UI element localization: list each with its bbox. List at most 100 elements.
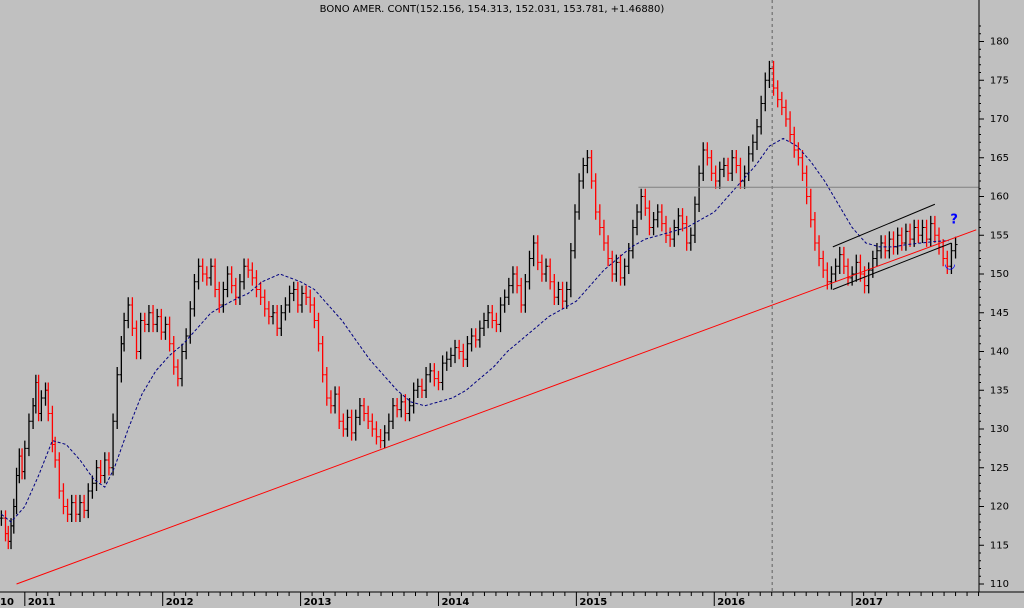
- price-bar: [684, 215, 689, 251]
- y-tick-label: 110: [990, 579, 1009, 590]
- price-bar: [759, 95, 764, 135]
- price-bar: [453, 339, 458, 364]
- price-bar: [399, 394, 404, 418]
- price-bar: [242, 258, 247, 290]
- price-bar: [130, 297, 135, 336]
- price-bar: [651, 212, 656, 236]
- price-bar: [167, 316, 172, 352]
- price-bar: [924, 219, 929, 247]
- price-bar: [887, 231, 892, 259]
- price-bar: [432, 363, 437, 387]
- price-bar: [672, 219, 677, 247]
- price-bar: [428, 363, 433, 383]
- price-bar: [486, 305, 491, 329]
- price-bar: [688, 227, 693, 251]
- price-bar: [115, 367, 120, 429]
- y-tick-label: 165: [990, 153, 1009, 164]
- price-bar: [577, 173, 582, 220]
- price-bar: [250, 262, 255, 286]
- chart-title: BONO AMER. CONT(152.156, 154.313, 152.03…: [320, 4, 665, 15]
- plot-area: ?◡: [0, 0, 979, 592]
- price-bar: [473, 328, 478, 348]
- y-tick-label: 180: [990, 37, 1009, 48]
- price-bar: [266, 301, 271, 325]
- price-bar: [523, 274, 528, 313]
- price-bar: [779, 91, 784, 116]
- price-bar: [659, 204, 664, 232]
- price-bar: [258, 281, 263, 305]
- price-bar: [788, 111, 793, 143]
- price-bar: [146, 305, 151, 333]
- price-bar: [767, 60, 772, 88]
- price-bar: [639, 188, 644, 220]
- price-bar: [200, 258, 205, 282]
- price-bar: [494, 312, 499, 333]
- x-tick-label: 2017: [855, 597, 883, 608]
- y-tick-label: 140: [990, 347, 1009, 358]
- price-bar: [643, 188, 648, 216]
- price-bar: [899, 227, 904, 251]
- price-bar: [175, 359, 180, 387]
- price-bar: [866, 262, 871, 294]
- price-bar: [378, 429, 383, 449]
- trendline-line: [16, 229, 977, 585]
- price-bar: [697, 165, 702, 212]
- x-tick-label: 2016: [717, 597, 745, 608]
- price-bar: [775, 80, 780, 108]
- price-bar: [299, 285, 304, 313]
- price-bar: [568, 243, 573, 298]
- price-bar: [510, 266, 515, 294]
- x-tick-label: 2014: [441, 597, 469, 608]
- price-bar: [581, 157, 586, 189]
- price-bar: [419, 378, 424, 398]
- price-bar: [701, 142, 706, 181]
- price-bar: [411, 382, 416, 414]
- price-bar: [65, 498, 70, 522]
- price-bar: [213, 258, 218, 298]
- price-bar: [283, 297, 288, 321]
- price-bar: [556, 281, 561, 305]
- price-bar: [0, 510, 4, 526]
- y-tick-label: 150: [990, 269, 1009, 280]
- price-bar: [593, 173, 598, 220]
- price-bar: [755, 119, 760, 150]
- price-bar: [833, 258, 838, 282]
- y-tick-label: 125: [990, 463, 1009, 474]
- price-bar: [800, 150, 805, 181]
- y-tick-label: 130: [990, 424, 1009, 435]
- price-bar: [345, 409, 350, 437]
- price-bar: [333, 386, 338, 414]
- price-bar: [90, 475, 95, 499]
- x-tick-label: 2013: [304, 597, 332, 608]
- price-bar: [726, 157, 731, 181]
- price-bar: [312, 297, 317, 329]
- price-bar: [448, 347, 453, 367]
- price-bar: [69, 494, 74, 522]
- price-bar: [531, 235, 536, 267]
- price-bar: [291, 281, 296, 302]
- price-bar: [82, 494, 87, 519]
- y-tick-label: 170: [990, 114, 1009, 125]
- price-bar: [461, 343, 466, 367]
- price-bar: [151, 305, 156, 333]
- y-tick-label: 135: [990, 385, 1009, 396]
- price-bar: [585, 150, 590, 174]
- annotation-mark: ?: [950, 213, 958, 228]
- price-bar: [86, 483, 91, 519]
- price-bar: [386, 413, 391, 441]
- price-bar: [597, 204, 602, 236]
- price-bar: [572, 204, 577, 259]
- price-bar: [440, 355, 445, 391]
- price-bar: [362, 398, 367, 422]
- price-bar: [808, 188, 813, 228]
- x-tick-label: 10: [0, 597, 14, 608]
- price-bar: [22, 440, 27, 480]
- price-bar: [403, 394, 408, 422]
- price-bar: [721, 157, 726, 178]
- price-bar: [841, 246, 846, 274]
- price-bar: [53, 436, 58, 468]
- price-bar: [192, 274, 197, 317]
- price-bar: [366, 405, 371, 429]
